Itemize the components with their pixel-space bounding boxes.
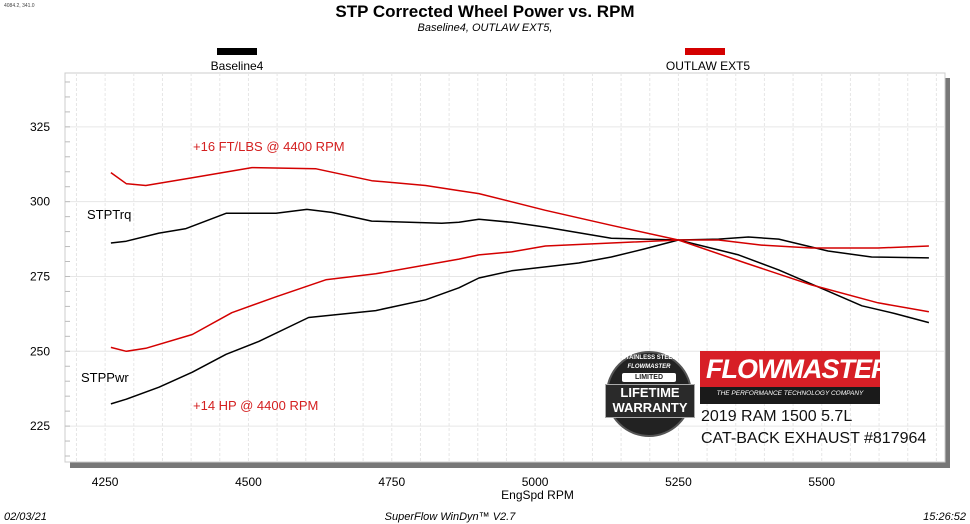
series-line-baseline4-stptrq — [110, 208, 930, 324]
x-tick-label: 5000 — [522, 475, 549, 489]
product-text: CAT-BACK EXHAUST #817964 — [701, 430, 927, 447]
logo-tagline: THE PERFORMANCE TECHNOLOGY COMPANY — [716, 390, 864, 397]
badge-lifetime-warranty: LIFETIME WARRANTY — [605, 384, 695, 418]
badge-limited: LIMITED — [622, 373, 676, 382]
badge-warranty: WARRANTY — [612, 400, 688, 415]
x-tick-label: 5250 — [665, 475, 692, 489]
series-line-baseline4-stppwr — [110, 236, 929, 405]
badge-brand: FLOWMASTER — [627, 364, 671, 370]
chart-subtitle: Baseline4, OUTLAW EXT5, — [417, 22, 553, 34]
badge-top-text: STAINLESS STEEL — [621, 355, 677, 361]
vehicle-text: 2019 RAM 1500 5.7L — [701, 408, 853, 425]
legend-label-outlaw: OUTLAW EXT5 — [665, 59, 751, 73]
series-line-outlaw-ext5-stptrq — [110, 166, 930, 313]
x-axis-label: EngSpd RPM — [501, 488, 574, 502]
power-series-label: STPPwr — [81, 370, 129, 385]
footer-app: SuperFlow WinDyn™ V2.7 — [384, 511, 516, 523]
legend-swatch-baseline — [217, 48, 257, 55]
badge-lifetime: LIFETIME — [620, 385, 680, 400]
y-tick-label: 300 — [30, 195, 50, 209]
flowmaster-logo: FLOWMASTER THE PERFORMANCE TECHNOLOGY CO… — [700, 351, 890, 404]
y-tick-label: 225 — [30, 419, 50, 433]
chart-title: STP Corrected Wheel Power vs. RPM — [335, 2, 635, 21]
legend-label-baseline: Baseline4 — [210, 59, 264, 73]
y-tick-label: 250 — [30, 344, 50, 358]
power-gain-annotation: +14 HP @ 4400 RPM — [193, 398, 319, 413]
series-line-outlaw-ext5-stppwr — [110, 239, 929, 353]
x-tick-label: 4250 — [92, 475, 119, 489]
footer-date: 02/03/21 — [4, 511, 47, 523]
x-tick-label: 4500 — [235, 475, 262, 489]
logo-name: FLOWMASTER — [706, 354, 890, 384]
y-tick-label: 275 — [30, 269, 50, 283]
warranty-badge: STAINLESS STEEL FLOWMASTER LIMITED LIFET… — [605, 351, 695, 437]
torque-series-label: STPTrq — [87, 207, 132, 222]
torque-gain-annotation: +16 FT/LBS @ 4400 RPM — [193, 139, 345, 154]
cursor-readout: 4084.2, 341.0 — [4, 3, 35, 9]
x-tick-label: 5500 — [808, 475, 835, 489]
x-tick-label: 4750 — [378, 475, 405, 489]
y-tick-label: 325 — [30, 120, 50, 134]
legend-swatch-outlaw — [685, 48, 725, 55]
footer-time: 15:26:52 — [923, 511, 966, 523]
